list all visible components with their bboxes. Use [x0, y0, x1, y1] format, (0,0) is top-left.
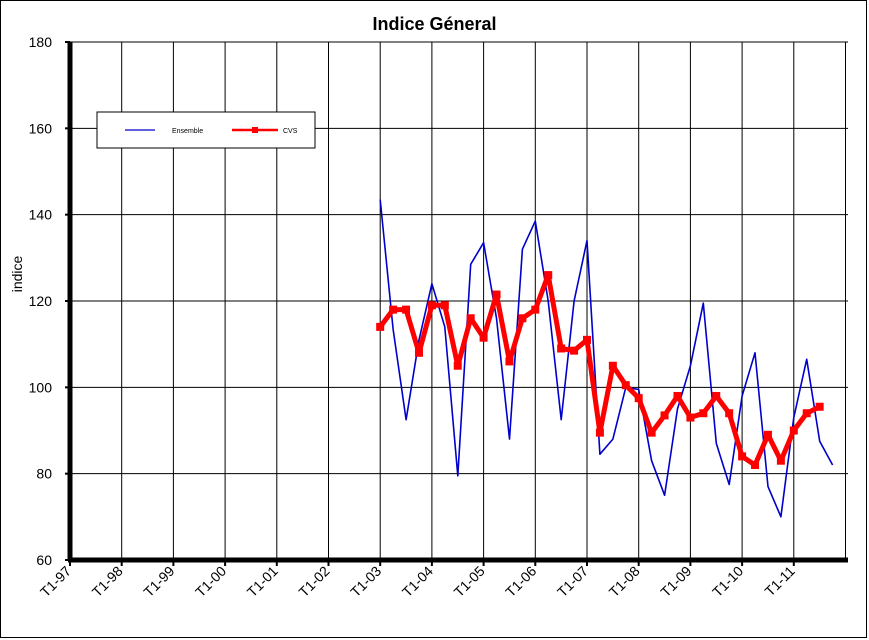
data-point-cvs [647, 428, 656, 437]
x-tick-label: T1-08 [606, 563, 643, 600]
series-line-ensemble [379, 199, 834, 518]
x-ticks: T1-97 T1-98 T1-99 T1-00 T1-01 T1-02 T1-03 T1-04… [37, 560, 798, 600]
y-tick-label: 100 [29, 379, 53, 395]
legend-swatch-cvs-marker [252, 127, 258, 133]
data-point-cvs [427, 301, 436, 310]
y-tick-label: 60 [36, 552, 52, 568]
data-point-cvs [608, 361, 617, 370]
data-point-cvs [621, 381, 630, 390]
data-point-cvs [376, 322, 385, 331]
x-tick-label: T1-03 [347, 563, 384, 600]
x-tick-label: T1-06 [502, 563, 539, 600]
data-point-cvs [389, 305, 398, 314]
data-point-cvs [763, 430, 772, 439]
data-point-cvs [815, 402, 824, 411]
x-tick-label: T1-02 [295, 563, 332, 600]
data-point-cvs [595, 428, 604, 437]
data-point-cvs [492, 290, 501, 299]
data-point-cvs [453, 361, 462, 370]
data-point-cvs [634, 394, 643, 403]
data-point-cvs [802, 409, 811, 418]
series [376, 199, 834, 518]
x-tick-label: T1-09 [657, 563, 694, 600]
data-point-cvs [402, 305, 411, 314]
y-ticks: 60 80 100 120 140 160 180 [29, 34, 70, 568]
x-tick-label: T1-00 [192, 563, 229, 600]
data-point-cvs [751, 461, 760, 470]
x-tick-label: T1-98 [89, 563, 126, 600]
data-point-cvs [738, 452, 747, 461]
data-point-cvs [789, 426, 798, 435]
x-tick-label: T1-07 [554, 563, 591, 600]
y-tick-label: 80 [36, 466, 52, 482]
data-point-cvs [583, 335, 591, 344]
legend-label-ensemble: Ensemble [172, 128, 203, 135]
x-tick-label: T1-05 [451, 563, 488, 600]
x-tick-label: T1-10 [709, 563, 746, 600]
x-tick-label: T1-99 [140, 563, 177, 600]
data-point-cvs [505, 357, 514, 366]
x-tick-label: T1-11 [761, 563, 798, 600]
data-point-cvs [673, 391, 682, 400]
data-point-cvs [414, 348, 423, 357]
x-tick-label: T1-97 [37, 563, 74, 600]
data-point-cvs [518, 314, 527, 323]
legend-label-cvs: CVS [283, 128, 298, 135]
x-tick-label: T1-01 [244, 563, 281, 600]
data-point-cvs [479, 333, 488, 342]
data-point-cvs [466, 314, 475, 323]
data-point-cvs [544, 271, 553, 280]
data-point-cvs [725, 409, 734, 418]
x-tick-label: T1-04 [399, 563, 436, 600]
data-point-cvs [686, 413, 695, 422]
data-point-cvs [440, 301, 449, 310]
data-point-cvs [776, 456, 785, 465]
y-tick-label: 160 [29, 120, 53, 136]
chart-title: Indice Géneral [372, 14, 497, 34]
data-point-cvs [570, 346, 579, 355]
y-tick-label: 180 [29, 34, 53, 50]
y-tick-label: 140 [29, 207, 53, 223]
legend: Ensemble CVS [96, 111, 316, 149]
data-point-cvs [712, 391, 721, 400]
data-point-cvs [660, 411, 669, 420]
y-axis-label: indice [9, 256, 25, 293]
data-point-cvs [699, 409, 708, 418]
data-point-cvs [557, 344, 566, 353]
data-point-cvs [531, 305, 540, 314]
y-tick-label: 120 [29, 293, 53, 309]
